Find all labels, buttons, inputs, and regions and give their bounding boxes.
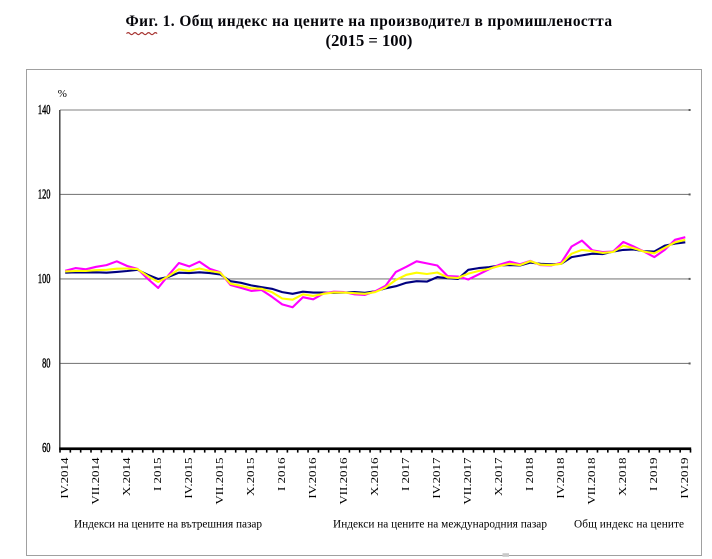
svg-text:IV.2017: IV.2017 [430,458,443,499]
svg-text:%: % [58,88,67,100]
svg-text:VII.2014: VII.2014 [89,458,102,505]
svg-text:I 2015: I 2015 [151,458,164,491]
svg-text:140: 140 [38,103,51,118]
svg-text:IV.2019: IV.2019 [678,458,691,499]
svg-text:X.2016: X.2016 [368,458,381,497]
svg-text:I 2018: I 2018 [523,458,536,491]
svg-text:VII.2017: VII.2017 [461,458,474,505]
svg-text:80: 80 [42,357,51,372]
svg-text:Общ индекс на цените: Общ индекс на цените [574,518,684,530]
svg-text:IV.2014: IV.2014 [58,458,71,499]
svg-text:IV.2016: IV.2016 [306,458,319,499]
svg-text:VII.2015: VII.2015 [213,458,226,505]
svg-text:X.2018: X.2018 [616,458,629,497]
svg-text:Индекси на цените на вътрешния: Индекси на цените на вътрешния пазар [74,518,262,530]
svg-text:VII.2016: VII.2016 [337,458,350,505]
svg-text:Индекси на цените на междунаро: Индекси на цените на международния пазар [333,518,547,530]
svg-text:120: 120 [38,188,51,203]
svg-text:I 2019: I 2019 [647,458,660,491]
svg-text:I 2017: I 2017 [399,458,412,491]
svg-text:100: 100 [38,272,51,287]
svg-text:VII.2018: VII.2018 [585,458,598,505]
svg-text:IV.2015: IV.2015 [182,458,195,499]
svg-text:X.2017: X.2017 [492,458,505,497]
svg-text:60: 60 [42,441,51,456]
svg-text:X.2014: X.2014 [120,458,133,497]
svg-text:X.2015: X.2015 [244,458,257,497]
svg-text:IV.2018: IV.2018 [554,458,567,499]
svg-text:I 2016: I 2016 [275,458,288,491]
